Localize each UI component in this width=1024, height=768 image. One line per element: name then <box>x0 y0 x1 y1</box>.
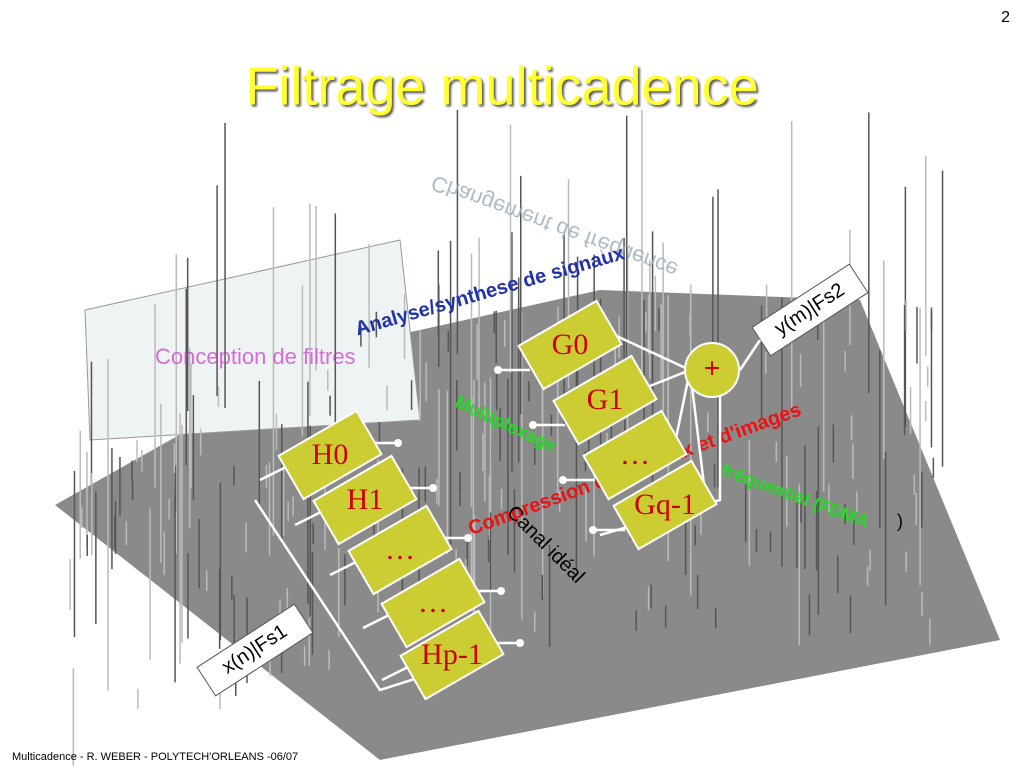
filter-design-note: Conception de filtres <box>155 344 356 369</box>
filter-box <box>380 557 486 649</box>
synthesis-filter: G1 <box>552 354 658 446</box>
analysis-filter: H1 <box>312 454 418 546</box>
dot <box>464 534 472 542</box>
dot <box>429 484 437 492</box>
filter-box <box>347 504 453 596</box>
wire <box>688 369 707 494</box>
synthesis-filter: Gq-1 <box>612 459 718 551</box>
dot <box>516 639 524 647</box>
analysis-filter: … <box>380 557 486 649</box>
filter-label: … <box>620 438 650 471</box>
synthesis-filter: … <box>582 409 688 501</box>
synthesis-filter: G0 <box>517 299 623 391</box>
filter-box <box>517 299 623 391</box>
filter-box <box>612 459 718 551</box>
dot <box>394 439 402 447</box>
filter-label: Hp-1 <box>421 638 483 671</box>
output-frame <box>751 263 869 357</box>
wire <box>609 331 691 372</box>
wire <box>644 368 691 390</box>
dot <box>559 476 567 484</box>
footer: Multicadence - R. WEBER - POLYTECH'ORLEA… <box>12 751 298 763</box>
input-frame <box>196 603 314 697</box>
dot <box>497 587 505 595</box>
page-number: 2 <box>1001 9 1010 26</box>
filter-box <box>312 454 418 546</box>
analysis-filter: H0 <box>277 409 383 501</box>
title: Filtrage multicadence <box>245 56 758 116</box>
filter-label: H1 <box>347 483 384 516</box>
filter-box <box>582 409 688 501</box>
dot <box>494 366 502 374</box>
filter-label: G0 <box>552 328 589 361</box>
fdma-close: ) <box>897 511 903 531</box>
filter-box <box>399 609 505 701</box>
dot <box>589 526 597 534</box>
adder-label: + <box>704 352 720 383</box>
filter-label: … <box>418 586 448 619</box>
filter-label: … <box>385 533 415 566</box>
filter-label: H0 <box>312 438 349 471</box>
dot <box>529 421 537 429</box>
adder <box>684 342 740 398</box>
analysis-filter: … <box>347 504 453 596</box>
filter-label: G1 <box>587 383 624 416</box>
analysis-filter: Hp-1 <box>399 609 505 701</box>
filter-box <box>552 354 658 446</box>
wire <box>738 339 762 371</box>
filter-label: Gq-1 <box>634 488 696 521</box>
filter-box <box>277 409 383 501</box>
